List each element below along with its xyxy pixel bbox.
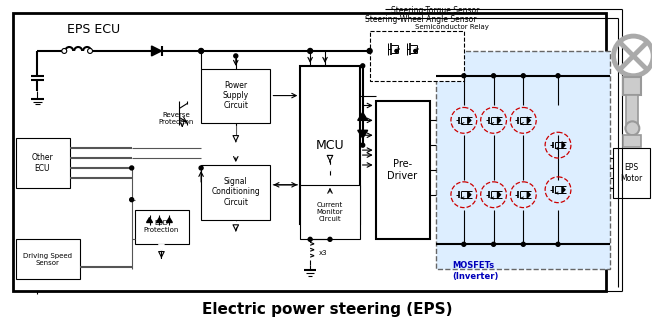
Text: MCU: MCU [316, 139, 345, 152]
Polygon shape [562, 187, 565, 193]
Polygon shape [147, 217, 153, 223]
Text: Steering-Torque Sensor: Steering-Torque Sensor [392, 6, 480, 15]
Circle shape [492, 242, 496, 246]
Polygon shape [358, 130, 367, 138]
Circle shape [199, 49, 203, 53]
Polygon shape [157, 217, 162, 223]
Polygon shape [358, 112, 367, 120]
Bar [626, 95, 639, 124]
Text: x3: x3 [319, 250, 328, 256]
Circle shape [130, 166, 134, 170]
Polygon shape [166, 217, 172, 223]
Circle shape [308, 48, 312, 53]
Bar [135, 210, 189, 244]
Text: Semiconductor Relay: Semiconductor Relay [415, 24, 489, 30]
Circle shape [414, 49, 417, 52]
Bar [12, 13, 606, 291]
Bar [16, 239, 80, 279]
Circle shape [199, 166, 203, 170]
Text: EPS ECU: EPS ECU [67, 23, 121, 36]
Text: Current
Monitor
Circuit: Current Monitor Circuit [316, 202, 343, 222]
Bar [201, 165, 271, 219]
Circle shape [62, 48, 67, 53]
Bar [201, 69, 271, 124]
Circle shape [234, 54, 238, 58]
Circle shape [88, 48, 92, 53]
Polygon shape [498, 191, 500, 198]
Polygon shape [562, 142, 565, 149]
Bar [612, 148, 650, 198]
Circle shape [492, 74, 496, 78]
Text: Steering-Wheel Angle Sensor: Steering-Wheel Angle Sensor [365, 15, 476, 24]
Circle shape [361, 64, 365, 68]
Circle shape [308, 237, 312, 241]
Bar [375, 100, 430, 239]
Bar [16, 138, 70, 188]
Bar [369, 31, 464, 81]
Text: Electric power steering (EPS): Electric power steering (EPS) [202, 302, 452, 317]
Polygon shape [468, 191, 471, 198]
Circle shape [556, 74, 560, 78]
Circle shape [328, 237, 332, 241]
Circle shape [521, 74, 525, 78]
Bar [436, 51, 610, 269]
Circle shape [462, 242, 466, 246]
Text: EPS
Motor: EPS Motor [620, 163, 643, 183]
Circle shape [626, 121, 639, 135]
Circle shape [361, 143, 365, 147]
Text: Other
ECU: Other ECU [31, 153, 53, 173]
Circle shape [462, 74, 466, 78]
Polygon shape [498, 117, 500, 124]
Text: Pre-
Driver: Pre- Driver [387, 159, 417, 181]
Bar [624, 77, 641, 95]
Text: Driving Speed
Sensor: Driving Speed Sensor [23, 253, 72, 266]
Polygon shape [468, 117, 471, 124]
Circle shape [130, 198, 134, 202]
Circle shape [521, 242, 525, 246]
Polygon shape [527, 117, 531, 124]
Polygon shape [151, 46, 161, 56]
Circle shape [198, 48, 204, 53]
Text: Power
Supply
Circuit: Power Supply Circuit [223, 81, 249, 110]
Polygon shape [527, 191, 531, 198]
Circle shape [556, 242, 560, 246]
Text: ESD
Protection: ESD Protection [143, 220, 179, 233]
Bar [300, 185, 360, 239]
Text: Signal
Conditioning
Circuit: Signal Conditioning Circuit [212, 177, 260, 207]
Text: MOSFETs
(Inverter): MOSFETs (Inverter) [452, 261, 498, 280]
Text: Reverse
Protection: Reverse Protection [159, 112, 194, 125]
Circle shape [367, 48, 372, 53]
Bar [300, 66, 360, 225]
Bar [624, 135, 641, 147]
Circle shape [395, 49, 398, 52]
